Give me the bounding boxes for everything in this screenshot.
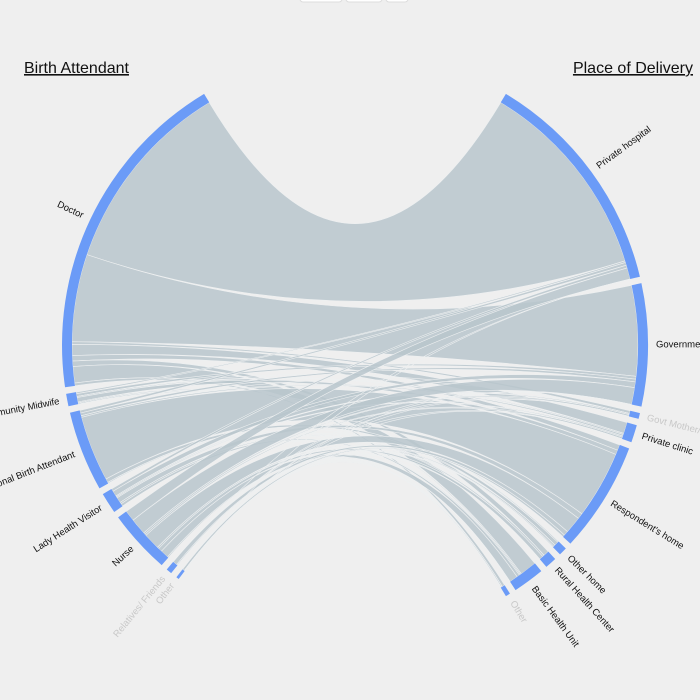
source-label: Traditional Birth Attendant bbox=[0, 449, 77, 499]
link[interactable] bbox=[184, 451, 554, 571]
target-arc[interactable] bbox=[500, 585, 510, 597]
source-arc[interactable] bbox=[176, 569, 185, 580]
target-title: Place of Delivery bbox=[573, 60, 693, 77]
target-arc[interactable] bbox=[539, 551, 556, 567]
target-arc[interactable] bbox=[552, 541, 566, 555]
source-arc[interactable] bbox=[69, 410, 109, 489]
target-arc[interactable] bbox=[500, 93, 640, 280]
target-label: Private clinic bbox=[640, 431, 694, 458]
source-arc[interactable] bbox=[118, 511, 169, 566]
target-arc[interactable] bbox=[631, 283, 648, 407]
target-label: Other bbox=[507, 599, 529, 625]
link[interactable] bbox=[183, 461, 502, 588]
toolbar-button[interactable] bbox=[385, 0, 409, 3]
toolbar-button[interactable] bbox=[345, 0, 383, 3]
source-label: Lady Health Visitor bbox=[32, 503, 105, 555]
source-label: Nurse bbox=[110, 544, 136, 569]
source-label: Doctor bbox=[55, 199, 85, 221]
target-arc[interactable] bbox=[510, 563, 542, 591]
target-label: Respondent's home bbox=[608, 498, 685, 552]
target-label: Private hospital bbox=[595, 124, 654, 171]
source-label: Relatives/ Friends bbox=[111, 574, 168, 640]
link[interactable] bbox=[144, 406, 623, 536]
toolbar-button[interactable] bbox=[299, 0, 343, 3]
source-title: Birth Attendant bbox=[24, 60, 130, 77]
target-arc[interactable] bbox=[621, 422, 637, 443]
target-arc[interactable] bbox=[563, 444, 630, 544]
source-label: Community Midwife bbox=[0, 396, 60, 422]
source-arc[interactable] bbox=[66, 392, 79, 407]
links bbox=[71, 102, 639, 588]
source-arc[interactable] bbox=[102, 489, 123, 512]
target-label: Government bbox=[656, 339, 700, 350]
source-arc[interactable] bbox=[166, 561, 178, 574]
target-arc[interactable] bbox=[628, 410, 640, 419]
source-arc[interactable] bbox=[62, 93, 210, 388]
